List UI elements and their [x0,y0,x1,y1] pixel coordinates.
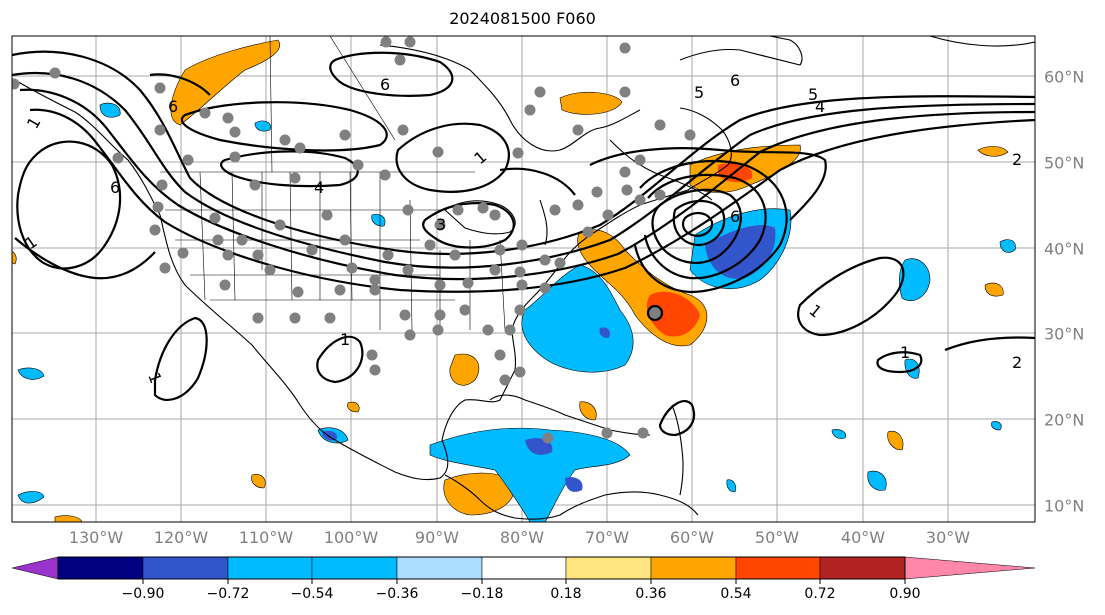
lon-label-90w: 90°W [414,528,460,547]
map-frame [11,35,1036,523]
svg-text:1: 1 [21,232,40,253]
colorbar-tick-label: −0.54 [290,586,334,602]
coastlines [14,36,1035,520]
lat-label-60n: 60°N [1044,67,1085,87]
svg-text:2: 2 [1012,353,1022,372]
lon-label-120w: 120°W [153,528,209,547]
colorbar-under-extension [11,556,59,580]
colorbar-bin-1 [57,556,144,580]
colorbar-tick-label: 0.90 [889,586,921,602]
svg-text:4: 4 [314,178,324,197]
svg-text:2: 2 [1012,150,1022,169]
colorbar-bin-7 [565,556,652,580]
colorbar-tick-label: 0.36 [635,586,667,602]
lat-label-30n: 30°N [1044,324,1085,344]
colorbar-bin-9 [735,556,821,580]
colorbar-bin-5 [396,556,483,580]
colorbar-tick-label: 0.18 [550,586,582,602]
highlight-point [646,304,664,322]
colorbar-bin-8 [650,556,737,580]
colorbar-bin-10 [819,556,906,580]
colorbar-tick-label: −0.18 [460,586,504,602]
lat-label-50n: 50°N [1044,153,1085,173]
svg-text:1: 1 [23,114,45,132]
colorbar-bin-3 [227,556,313,580]
colorbar-over-extension [904,556,1036,580]
colorbar-tick-label: −0.36 [375,586,419,602]
map-title: 2024081500 F060 [449,9,596,28]
svg-text:6: 6 [110,178,120,197]
svg-text:6: 6 [168,97,178,116]
lon-label-30w: 30°W [925,528,971,547]
colorbar-tick-label: 0.54 [720,586,752,602]
lat-label-10n: 10°N [1044,496,1085,516]
svg-text:1: 1 [340,330,350,349]
svg-text:1: 1 [900,343,910,362]
lon-label-60w: 60°W [669,528,715,547]
colorbar-tick-label: −0.90 [121,586,165,602]
colorbar-bin-2 [142,556,229,580]
colorbar-bin-4 [311,556,398,580]
svg-text:3: 3 [436,215,446,234]
station-dots [12,36,696,444]
lon-label-110w: 110°W [238,528,294,547]
svg-text:6: 6 [730,207,740,226]
height-contours [12,50,1035,437]
lon-label-70w: 70°W [584,528,630,547]
lon-label-50w: 50°W [754,528,800,547]
svg-text:4: 4 [815,97,825,116]
lon-label-100w: 100°W [323,528,379,547]
colorbar-bin-6 [481,556,567,580]
lon-label-130w: 130°W [68,528,124,547]
svg-text:5: 5 [694,83,704,102]
svg-text:6: 6 [380,75,390,94]
lat-label-20n: 20°N [1044,410,1085,430]
lon-label-40w: 40°W [840,528,886,547]
lat-label-40n: 40°N [1044,239,1085,259]
colorbar-tick-label: 0.72 [804,586,836,602]
colorbar [11,556,1036,580]
colorbar-ticks [142,579,906,584]
lon-label-80w: 80°W [499,528,545,547]
svg-text:1: 1 [805,301,825,322]
svg-text:5: 5 [808,85,818,104]
colorbar-tick-label: −0.72 [206,586,250,602]
svg-text:6: 6 [730,71,740,90]
svg-text:1: 1 [470,147,490,168]
